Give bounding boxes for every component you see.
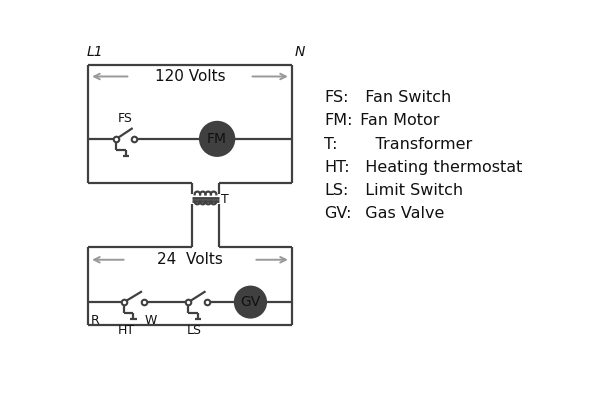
Text: HT: HT	[118, 324, 135, 337]
Text: T: T	[221, 193, 229, 206]
Text: GV:: GV:	[324, 206, 352, 221]
Text: T:: T:	[324, 136, 337, 152]
Text: Fan Motor: Fan Motor	[355, 114, 440, 128]
Text: LS: LS	[187, 324, 202, 337]
Text: L1: L1	[86, 45, 103, 59]
Text: GV: GV	[240, 295, 261, 309]
Text: FS:: FS:	[324, 90, 349, 105]
Text: N: N	[294, 45, 305, 59]
Text: LS:: LS:	[324, 183, 349, 198]
Text: 120 Volts: 120 Volts	[155, 69, 225, 84]
Text: FM: FM	[207, 132, 227, 146]
Text: HT:: HT:	[324, 160, 350, 175]
Text: FS: FS	[118, 112, 133, 125]
Text: Gas Valve: Gas Valve	[355, 206, 444, 221]
Text: W: W	[145, 314, 158, 328]
Text: 24  Volts: 24 Volts	[157, 252, 223, 267]
Circle shape	[235, 287, 266, 318]
Circle shape	[200, 122, 234, 156]
Text: R: R	[91, 314, 100, 328]
Text: Limit Switch: Limit Switch	[355, 183, 463, 198]
Text: FM:: FM:	[324, 114, 353, 128]
Text: Fan Switch: Fan Switch	[355, 90, 451, 105]
Text: Heating thermostat: Heating thermostat	[355, 160, 523, 175]
Text: Transformer: Transformer	[355, 136, 473, 152]
